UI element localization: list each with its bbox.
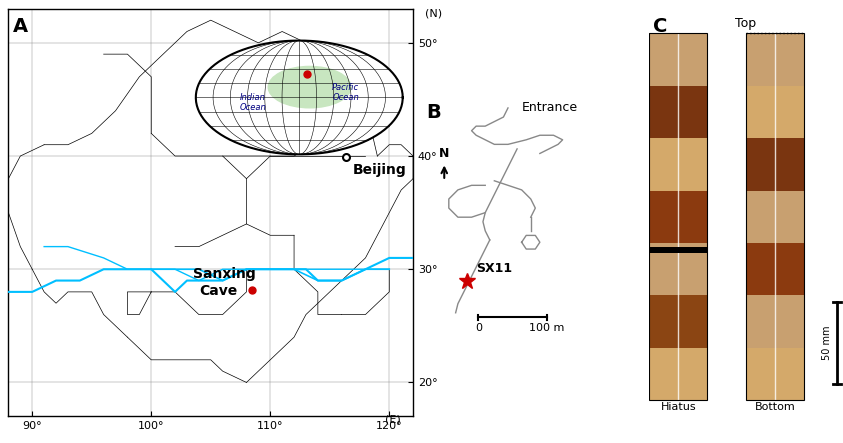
Bar [649,85,707,138]
Text: C: C [653,17,668,36]
Text: SX11: SX11 [476,262,513,275]
Bar [649,348,707,400]
Text: 100 m: 100 m [529,323,564,333]
Bar [746,348,804,400]
Ellipse shape [268,66,351,108]
Bar [649,138,707,190]
Bar [746,295,804,348]
Text: 0: 0 [475,323,482,333]
Bar [746,85,804,138]
Text: 50 mm: 50 mm [823,326,833,360]
Text: Top: Top [735,17,757,30]
Bar [746,243,804,295]
Bar [746,33,804,85]
Text: Beijing: Beijing [352,163,406,177]
Bar [746,138,804,190]
Text: Entrance: Entrance [522,101,577,114]
Text: Sanxing: Sanxing [193,267,255,281]
Polygon shape [196,41,403,154]
Text: (N): (N) [425,9,442,19]
Bar [746,33,804,400]
Text: Indian
Ocean: Indian Ocean [239,93,266,113]
Bar [649,243,707,295]
Text: Cave: Cave [199,284,237,298]
Bar [649,33,707,400]
Text: Pacific
Ocean: Pacific Ocean [332,82,359,102]
Text: A: A [13,17,28,36]
Text: Bottom: Bottom [754,402,796,412]
Text: B: B [426,103,441,122]
Bar [649,190,707,243]
Text: Hiatus: Hiatus [660,402,696,412]
Bar [649,295,707,348]
Text: (E): (E) [385,414,401,424]
Bar [649,247,707,253]
Bar [649,33,707,85]
Bar [746,190,804,243]
Text: N: N [439,147,449,160]
